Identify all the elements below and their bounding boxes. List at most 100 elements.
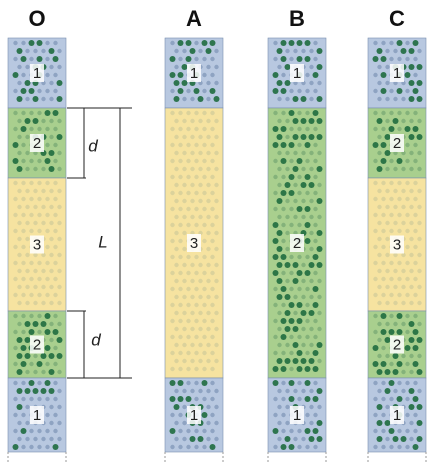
- atom: [377, 118, 383, 124]
- atom: [37, 111, 41, 115]
- atom: [170, 396, 176, 402]
- atom: [313, 428, 319, 434]
- atom: [373, 429, 377, 433]
- atom: [21, 111, 25, 115]
- atom: [405, 72, 411, 78]
- atom: [41, 97, 45, 101]
- atom: [49, 338, 53, 342]
- atom: [385, 420, 391, 426]
- atom: [170, 287, 174, 291]
- atom: [210, 73, 214, 77]
- atom: [214, 247, 218, 251]
- atom: [277, 183, 281, 187]
- atom: [277, 405, 281, 409]
- atom: [53, 41, 57, 45]
- atom: [389, 126, 395, 132]
- atom: [389, 197, 393, 201]
- atom: [17, 369, 23, 375]
- atom: [13, 293, 17, 297]
- atom: [281, 223, 285, 227]
- atom: [309, 358, 315, 364]
- atom: [385, 301, 389, 305]
- atom: [21, 381, 25, 385]
- atom: [182, 119, 186, 123]
- atom: [317, 295, 321, 299]
- atom: [289, 127, 293, 131]
- atom: [301, 118, 307, 124]
- atom: [273, 428, 279, 434]
- atom: [305, 222, 311, 228]
- atom: [289, 287, 293, 291]
- atom: [289, 380, 295, 386]
- atom: [57, 269, 61, 273]
- atom: [385, 405, 389, 409]
- atom: [273, 366, 279, 372]
- atom: [301, 151, 305, 155]
- atom: [210, 57, 214, 61]
- atom: [317, 134, 323, 140]
- atom: [194, 175, 198, 179]
- atom: [373, 361, 379, 367]
- atom: [37, 261, 41, 265]
- atom: [385, 253, 389, 257]
- atom: [409, 301, 413, 305]
- atom: [397, 213, 401, 217]
- atom: [293, 278, 299, 284]
- atom: [397, 361, 403, 367]
- atom: [170, 380, 176, 386]
- atom: [13, 127, 17, 131]
- atom: [281, 126, 287, 132]
- atom: [397, 40, 403, 46]
- atom: [381, 197, 385, 201]
- atom: [377, 189, 381, 193]
- atom: [194, 143, 198, 147]
- atom: [309, 118, 315, 124]
- atom: [198, 343, 202, 347]
- atom: [289, 40, 295, 46]
- atom: [417, 337, 423, 343]
- atom: [178, 72, 184, 78]
- atom: [57, 437, 61, 441]
- atom: [21, 345, 27, 351]
- atom: [309, 279, 313, 283]
- atom: [214, 231, 218, 235]
- atom: [413, 159, 417, 163]
- atom: [397, 381, 401, 385]
- column: 12321: [8, 38, 66, 452]
- atom: [174, 404, 180, 410]
- atom: [29, 159, 33, 163]
- atom: [297, 381, 301, 385]
- atom: [385, 205, 389, 209]
- atom: [45, 345, 51, 351]
- atom: [33, 388, 39, 394]
- atom: [285, 247, 289, 251]
- atom: [305, 445, 309, 449]
- diagram: d L d O12321A131B121C12321: [0, 0, 427, 463]
- atom: [25, 388, 31, 394]
- atom: [49, 65, 53, 69]
- atom: [417, 253, 421, 257]
- atom: [21, 213, 25, 217]
- atom: [206, 343, 210, 347]
- atom: [214, 96, 220, 102]
- atom: [37, 197, 41, 201]
- atom: [373, 345, 379, 351]
- atom: [305, 89, 309, 93]
- atom: [182, 359, 186, 363]
- atom: [37, 229, 41, 233]
- atom: [309, 421, 313, 425]
- atom: [29, 127, 33, 131]
- atom: [273, 41, 277, 45]
- atom: [309, 81, 313, 85]
- atom: [29, 314, 33, 318]
- atom: [301, 199, 305, 203]
- atom: [305, 366, 311, 372]
- atom: [198, 151, 202, 155]
- atom: [214, 65, 218, 69]
- atom: [297, 206, 303, 212]
- atom: [13, 429, 17, 433]
- atom: [405, 245, 409, 249]
- atom: [281, 444, 287, 450]
- atom: [174, 263, 178, 267]
- atom: [13, 41, 17, 45]
